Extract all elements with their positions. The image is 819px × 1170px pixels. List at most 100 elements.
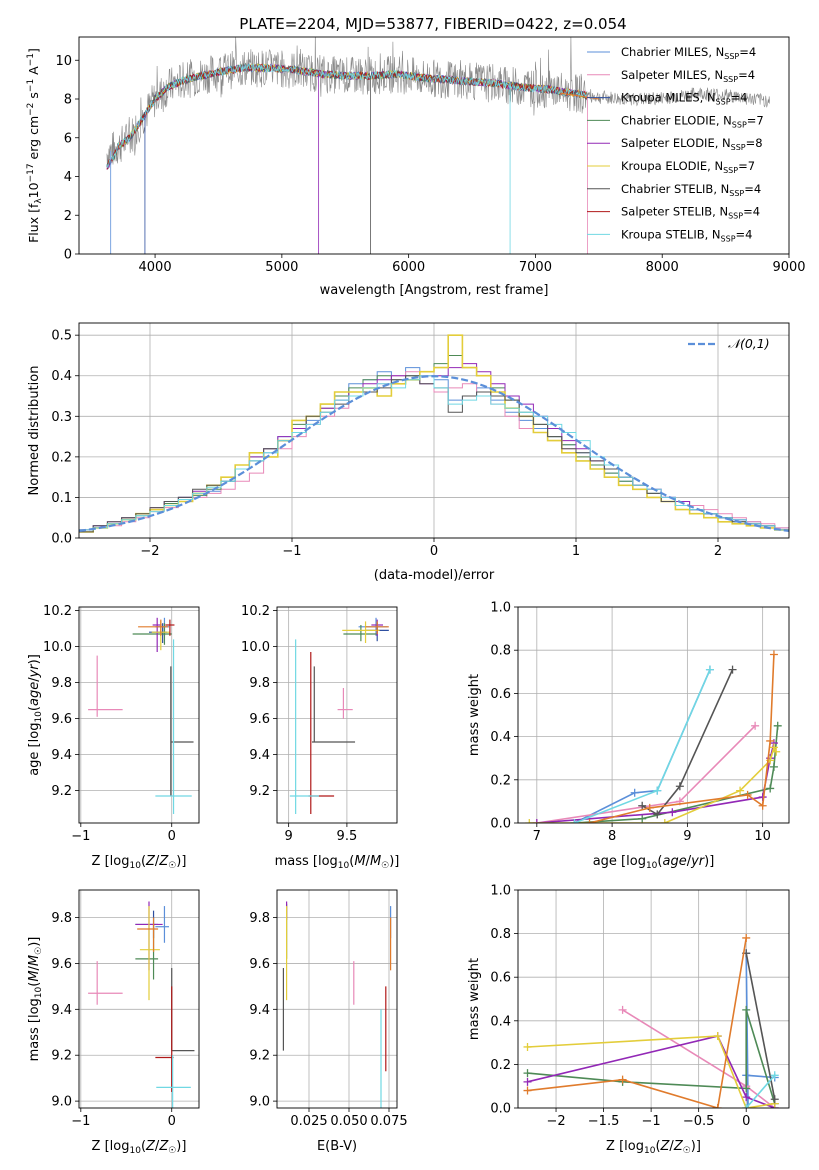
x-tick-label: −2 bbox=[546, 1114, 565, 1129]
plot-area bbox=[525, 650, 782, 823]
x-tick-label: 9000 bbox=[772, 260, 805, 275]
plots-group: 4000 5000 6000 7000 8000 90000246810wavelengt… bbox=[26, 36, 806, 1156]
errorbar-kroupa-stelib bbox=[155, 639, 192, 814]
y-tick-label: 4 bbox=[64, 170, 72, 185]
axes-frame bbox=[78, 889, 200, 1109]
point-marker bbox=[769, 762, 778, 771]
axes-frame bbox=[78, 606, 200, 824]
x-axis-label: Z [log10(Z/Z☉)] bbox=[92, 854, 187, 871]
plot-area bbox=[88, 901, 195, 1108]
y-tick-label: 9.2 bbox=[249, 1049, 270, 1064]
x-axis-label: (data-model)/error bbox=[374, 568, 495, 583]
series-line bbox=[527, 1035, 775, 1108]
figure-title: PLATE=2204, MJD=53877, FIBERID=0422, z=0… bbox=[239, 15, 626, 33]
axes-weight-vs-age: 7 8 9 10 0.0 0.2 0.4 0.6 0.8 1.0 age [log10(age/yr… bbox=[467, 601, 790, 871]
errorbar-chabrier-stelib bbox=[311, 666, 356, 743]
y-tick-label: 9.8 bbox=[249, 676, 270, 691]
point-marker bbox=[668, 808, 677, 817]
x-tick-label: −2 bbox=[140, 544, 159, 559]
x-tick-label: 4000 bbox=[139, 260, 172, 275]
point-marker bbox=[769, 743, 778, 752]
y-axis-label: mass weight bbox=[467, 958, 482, 1040]
x-axis-label: E(B-V) bbox=[317, 1139, 357, 1154]
x-tick-label: 0.025 bbox=[290, 1114, 327, 1129]
x-tick-label: 9 bbox=[683, 829, 691, 844]
point-marker bbox=[743, 790, 752, 799]
y-tick-label: 9.4 bbox=[51, 748, 72, 763]
point-marker bbox=[742, 1104, 751, 1108]
y-tick-label: 9.6 bbox=[249, 957, 270, 972]
point-marker bbox=[742, 1005, 751, 1014]
point-marker bbox=[523, 1077, 532, 1086]
x-tick-label: 10 bbox=[754, 829, 771, 844]
y-tick-label: 0.8 bbox=[490, 927, 511, 942]
x-axis-label: wavelength [Angstrom, rest frame] bbox=[320, 283, 549, 298]
point-marker bbox=[523, 1086, 532, 1095]
legend-label: Chabrier STELIB, NSSP=4 bbox=[621, 182, 761, 198]
x-tick-label: 0 bbox=[742, 1114, 750, 1129]
y-axis-label: age [log10(age/yr)] bbox=[27, 654, 44, 776]
point-marker bbox=[742, 1093, 751, 1102]
axes-weight-vs-z: −2 −1.5 −1 −0.5 0 0.0 0.2 0.4 0.6 0.8 1.0 Z [log10(… bbox=[467, 884, 790, 1156]
x-tick-label: 0 bbox=[168, 1114, 176, 1129]
axes-mass-vs-ebv: 0.025 0.050 0.075 9.0 9.2 9.4 9.6 9.8 E(B-V) bbox=[249, 889, 408, 1154]
point-marker bbox=[770, 1071, 779, 1080]
y-tick-label: 9.4 bbox=[249, 748, 270, 763]
legend-label: Chabrier MILES, NSSP=4 bbox=[621, 45, 756, 61]
y-tick-label: 10.0 bbox=[43, 640, 72, 655]
errorbar-chabrier-elodie bbox=[135, 924, 159, 980]
model-spectrum-kroupa-stelib bbox=[106, 63, 588, 169]
y-tick-label: 9.6 bbox=[51, 957, 72, 972]
x-tick-label: 1 bbox=[572, 544, 580, 559]
y-tick-label: 9.2 bbox=[51, 1049, 72, 1064]
x-tick-label: 7 bbox=[533, 829, 541, 844]
y-tick-label: 9.6 bbox=[249, 712, 270, 727]
series-orange bbox=[585, 650, 778, 823]
x-tick-label: −0.5 bbox=[683, 1114, 715, 1129]
x-tick-label: 9 bbox=[285, 829, 293, 844]
x-tick-label: 5000 bbox=[265, 260, 298, 275]
legend-label: Salpeter STELIB, NSSP=4 bbox=[621, 205, 760, 221]
series-line bbox=[745, 953, 775, 1108]
point-marker bbox=[618, 1075, 627, 1084]
errorbar-salpeter-elodie bbox=[152, 617, 162, 652]
legend-label: Kroupa MILES, NSSP=4 bbox=[621, 91, 747, 107]
y-tick-label: 9.2 bbox=[249, 784, 270, 799]
y-axis-label: mass [log10(M/M☉)] bbox=[27, 937, 44, 1062]
point-marker bbox=[705, 665, 714, 674]
y-tick-label: 9.4 bbox=[51, 1003, 72, 1018]
y-tick-label: 9.8 bbox=[51, 676, 72, 691]
y-tick-label: 9.8 bbox=[51, 911, 72, 926]
series-line bbox=[745, 953, 776, 1100]
y-tick-label: 0.4 bbox=[490, 1014, 511, 1029]
legend-label: Kroupa STELIB, NSSP=4 bbox=[621, 227, 752, 243]
x-axis-label: Z [log10(Z/Z☉)] bbox=[92, 1139, 187, 1156]
gaussian-curve bbox=[79, 375, 789, 532]
x-tick-label: 8 bbox=[608, 829, 616, 844]
errorbar-kroupa-elodie bbox=[139, 906, 160, 1001]
x-tick-label: 6000 bbox=[392, 260, 425, 275]
errorbar-kroupa-stelib bbox=[156, 1055, 191, 1108]
axes-mass-vs-z: −1 0 9.0 9.2 9.4 9.6 9.8 Z [log10(Z/Z☉)] mass [l… bbox=[27, 889, 200, 1156]
series-orange bbox=[523, 933, 751, 1108]
series-kroupa-stelib bbox=[570, 665, 714, 823]
series-line bbox=[574, 669, 711, 823]
point-marker bbox=[736, 786, 745, 795]
y-tick-label: 8 bbox=[64, 93, 72, 108]
y-tick-label: 6 bbox=[64, 131, 72, 146]
x-tick-label: −1 bbox=[642, 1114, 661, 1129]
point-marker bbox=[770, 1095, 779, 1104]
point-marker bbox=[638, 814, 647, 823]
errorbar-salpeter-miles bbox=[88, 961, 123, 1005]
y-tick-label: 10.2 bbox=[43, 604, 72, 619]
y-tick-label: 0.1 bbox=[51, 491, 72, 506]
errorbar-kroupa-stelib bbox=[289, 639, 319, 814]
x-tick-label: 7000 bbox=[519, 260, 552, 275]
point-marker bbox=[773, 721, 782, 730]
errorbar-salpeter-stelib bbox=[308, 652, 335, 814]
x-axis-label: Z [log10(Z/Z☉)] bbox=[606, 1139, 701, 1156]
series-salpeter-miles bbox=[532, 721, 760, 823]
point-marker bbox=[713, 1104, 722, 1108]
y-tick-label: 9.4 bbox=[249, 1003, 270, 1018]
